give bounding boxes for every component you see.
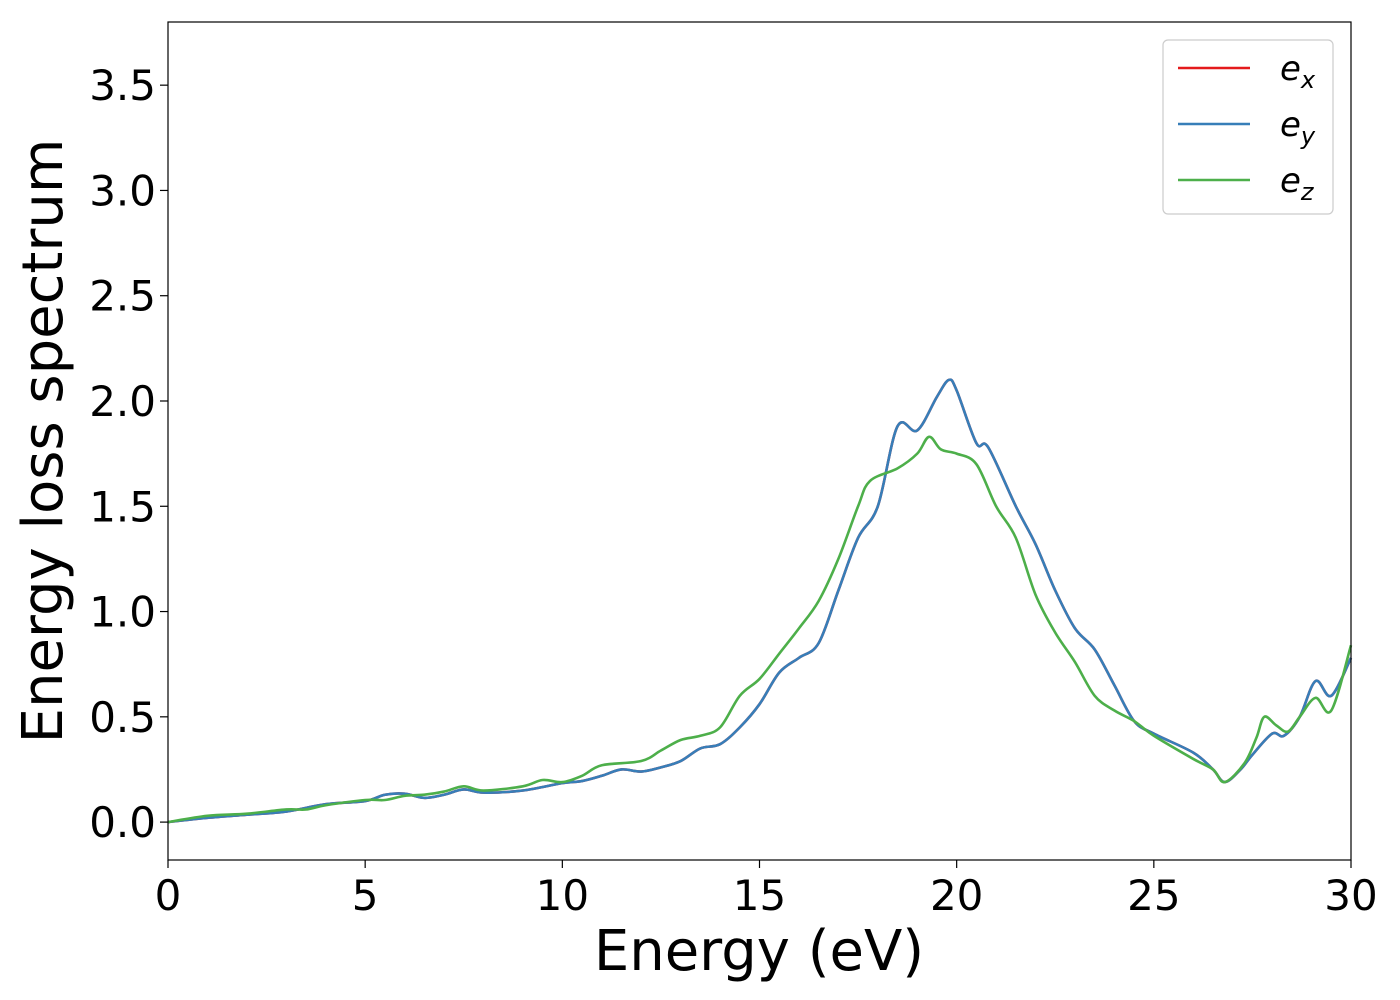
x-tick-label: 20 — [930, 871, 983, 920]
y-axis-label: Energy loss spectrum — [11, 139, 76, 744]
y-tick-label: 3.5 — [89, 61, 156, 110]
x-tick-label: 5 — [352, 871, 379, 920]
legend: ex ey ez — [1162, 39, 1334, 215]
y-tick-label: 3.0 — [89, 166, 156, 215]
series-line-ex — [167, 378, 1353, 824]
x-axis-label: Energy (eV) — [594, 919, 924, 984]
y-tick-label: 1.0 — [89, 588, 156, 637]
legend-item-ez: ez — [1178, 161, 1315, 206]
y-tick-label: 0.5 — [89, 693, 156, 742]
legend-item-ey: ey — [1178, 105, 1316, 150]
y-tick-label: 0.0 — [89, 798, 156, 847]
legend-label: ex — [1280, 49, 1316, 94]
legend-item-ex: ex — [1178, 49, 1316, 94]
x-axis-ticks: 0 5 10 15 20 25 30 — [155, 860, 1378, 920]
x-tick-label: 25 — [1127, 871, 1180, 920]
legend-box — [1162, 39, 1334, 215]
y-tick-label: 2.5 — [89, 272, 156, 321]
series-line-ey — [167, 378, 1353, 824]
x-tick-label: 30 — [1324, 871, 1377, 920]
series-lines — [167, 378, 1353, 824]
y-tick-label: 2.0 — [89, 377, 156, 426]
series-line-ez — [167, 435, 1353, 824]
y-axis-ticks: 0.0 0.5 1.0 1.5 2.0 2.5 3.0 3.5 — [89, 61, 168, 847]
legend-label: ez — [1280, 161, 1315, 206]
x-tick-label: 10 — [536, 871, 589, 920]
x-tick-label: 0 — [155, 871, 182, 920]
x-tick-label: 15 — [733, 871, 786, 920]
y-tick-label: 1.5 — [89, 482, 156, 531]
legend-label: ey — [1280, 105, 1316, 150]
